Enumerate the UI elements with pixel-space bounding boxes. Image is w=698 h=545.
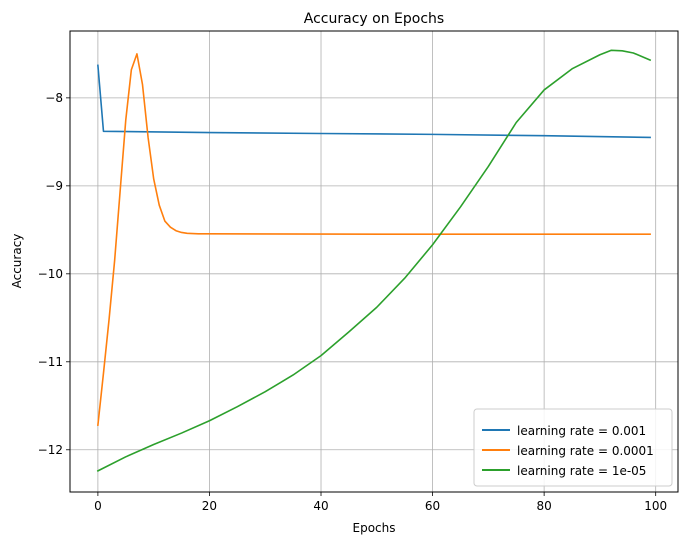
- x-tick-label: 100: [644, 499, 667, 513]
- x-tick-label: 20: [202, 499, 217, 513]
- y-tick-label: −9: [45, 179, 63, 193]
- legend-box: [473, 408, 673, 487]
- y-tick-label: −8: [45, 91, 63, 105]
- x-axis-title: Epochs: [353, 521, 396, 535]
- grid-lines: [70, 31, 678, 492]
- series-line-1: [97, 53, 651, 427]
- y-axis-title: Accuracy: [10, 234, 24, 289]
- y-tick-label: −12: [38, 443, 63, 457]
- x-tick-label: 40: [313, 499, 328, 513]
- chart-title: Accuracy on Epochs: [304, 11, 444, 27]
- legend-label-lr-0.001: learning rate = 0.001: [517, 424, 646, 438]
- legend-label-lr-1e-05: learning rate = 1e-05: [517, 464, 646, 478]
- plot-area-frame: [69, 30, 679, 493]
- x-tick-label: 0: [94, 499, 102, 513]
- legend-label-lr-0.0001: learning rate = 0.0001: [517, 444, 654, 458]
- y-tick-label: −10: [38, 267, 63, 281]
- y-tick-label: −11: [38, 355, 63, 369]
- x-tick-label: 80: [536, 499, 551, 513]
- axis-ticks: 0 20 40 60 80 100 −12 −11 −10 −9 −8: [38, 91, 667, 513]
- series-line-2: [96, 49, 652, 472]
- series-lines: [96, 49, 652, 472]
- x-tick-label: 60: [425, 499, 440, 513]
- series-line-0: [97, 64, 651, 139]
- legend: learning rate = 0.001 learning rate = 0.…: [473, 408, 673, 487]
